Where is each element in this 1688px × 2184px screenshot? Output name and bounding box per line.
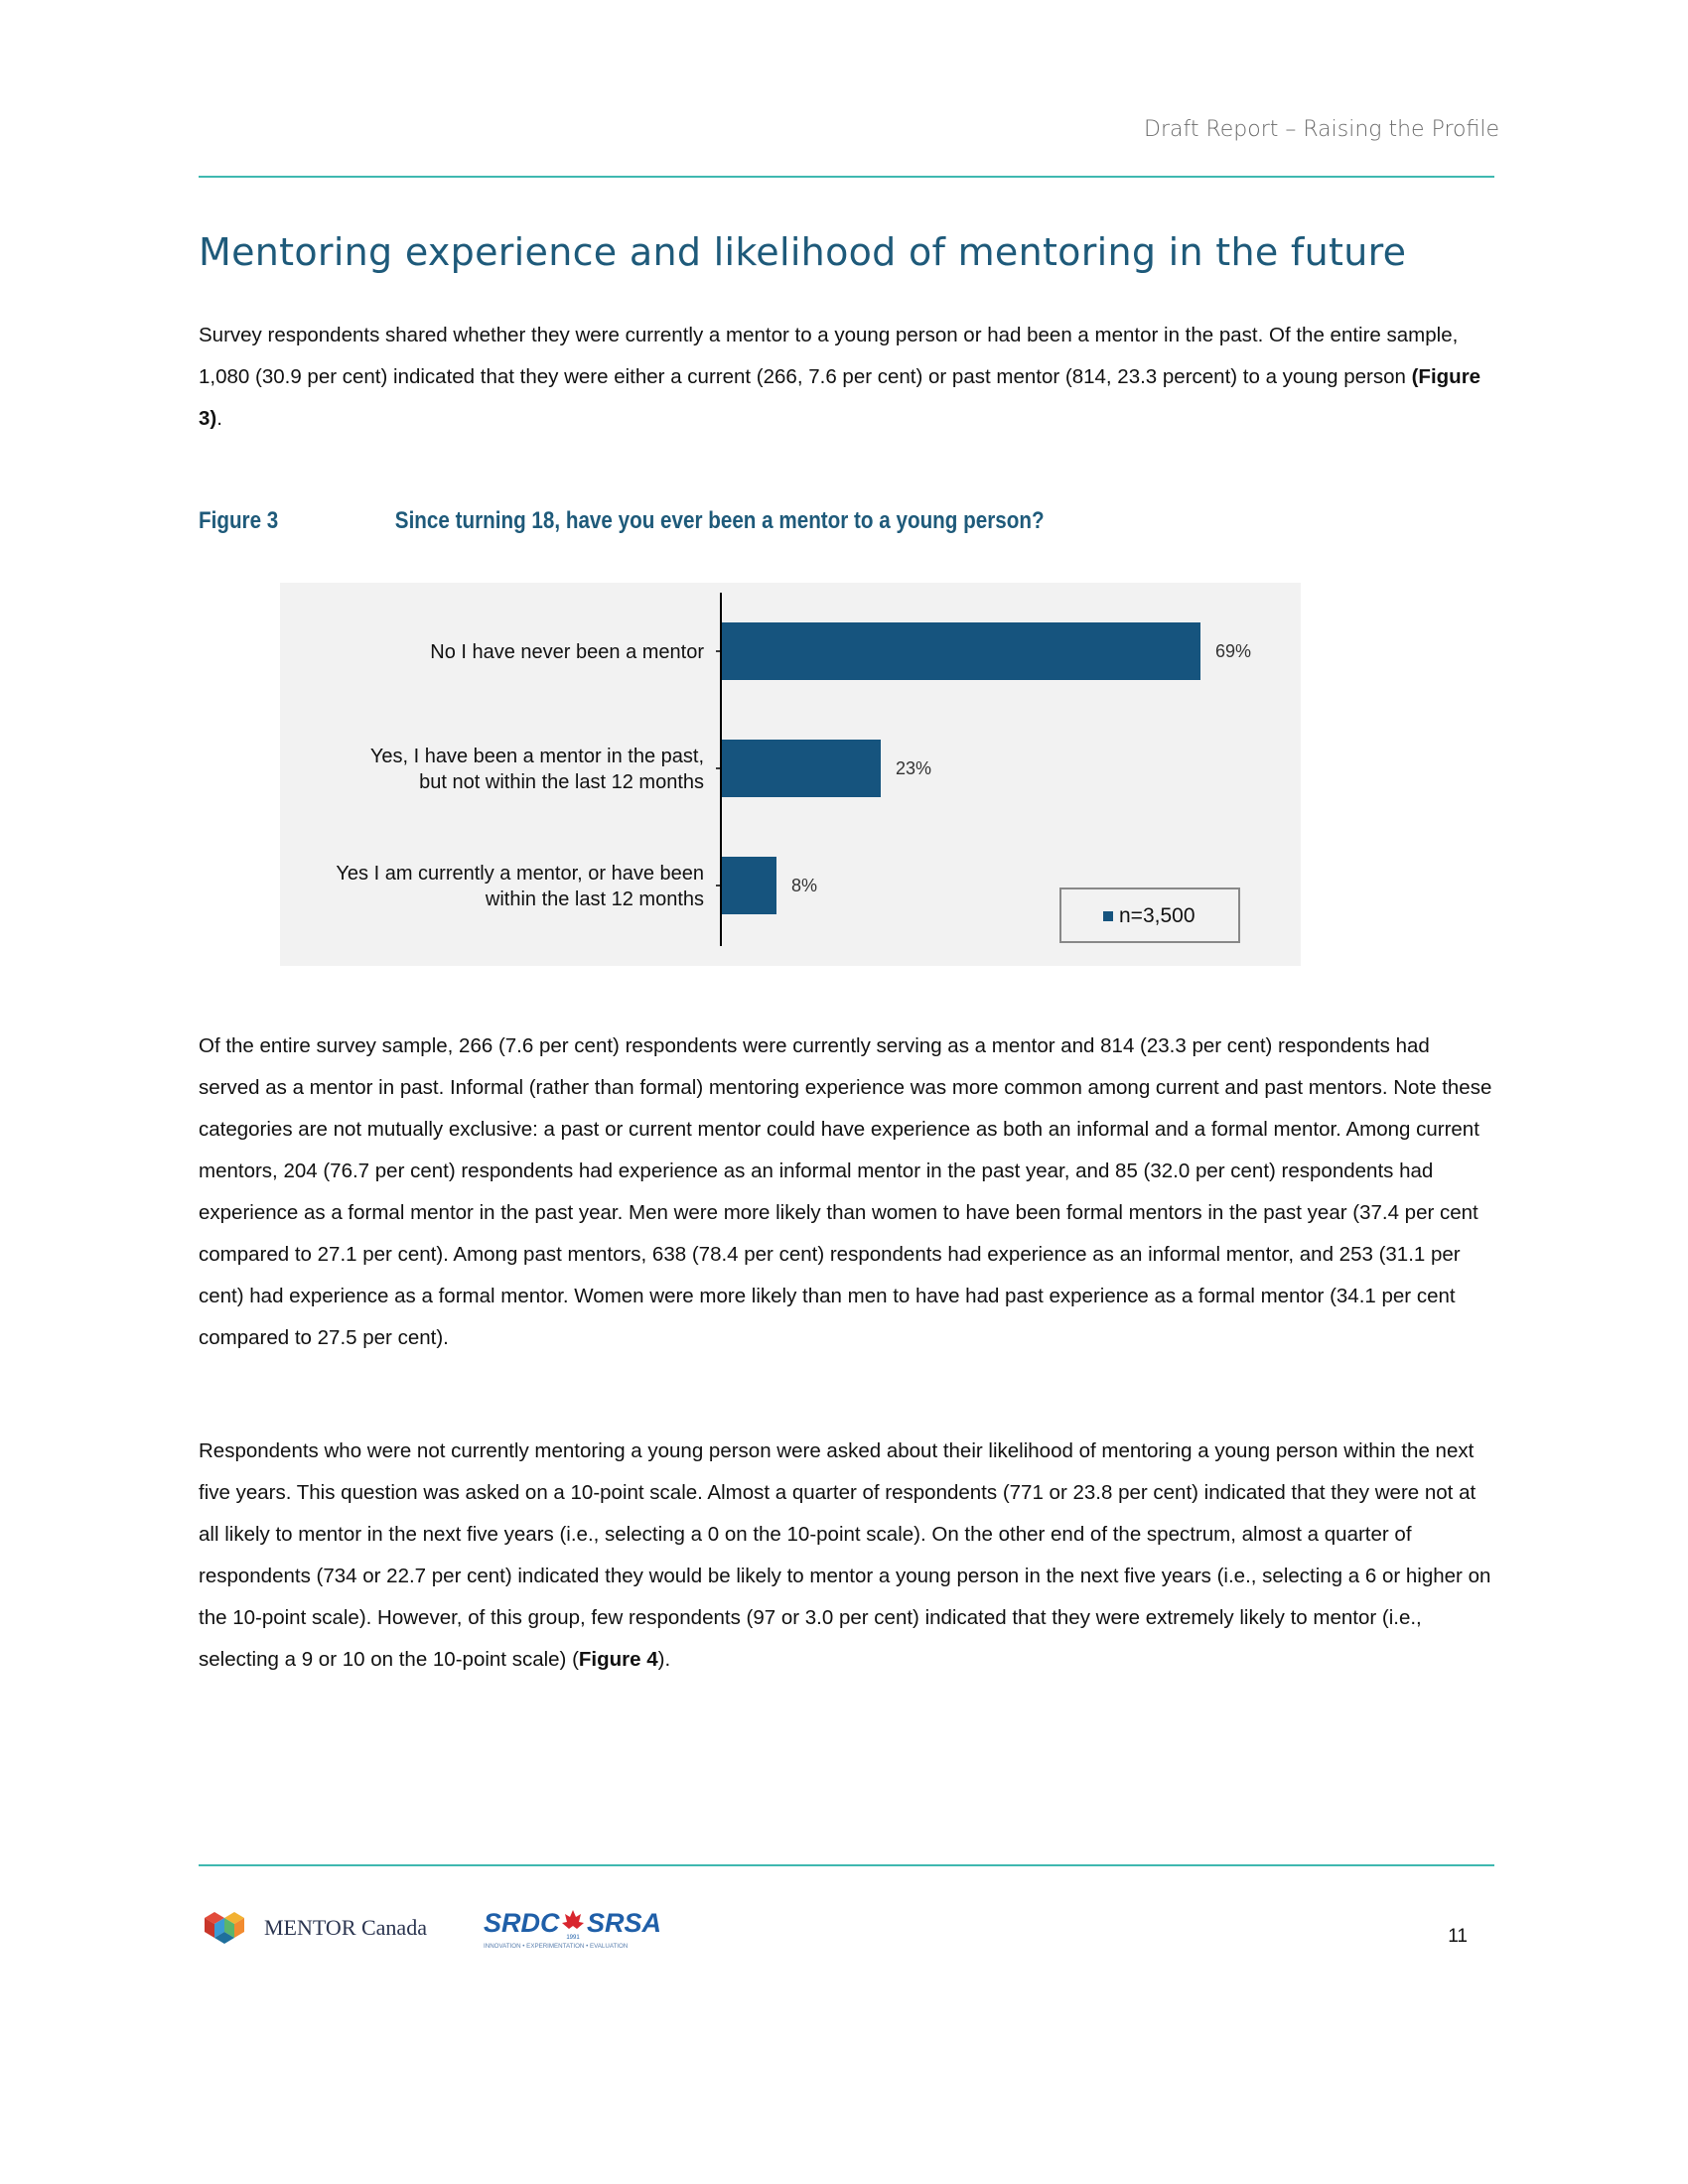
legend-label: n=3,500 [1119, 904, 1196, 927]
value-label-3: 8% [791, 876, 817, 895]
running-header: Draft Report – Raising the Profile [1144, 117, 1499, 142]
srsa-text: SRSA [587, 1908, 661, 1938]
mentor-canada-wordmark: MENTOR Canada [264, 1915, 427, 1940]
mentor-canada-logo: MENTOR Canada [199, 1906, 427, 1950]
experience-paragraph: Of the entire survey sample, 266 (7.6 pe… [199, 1034, 1492, 1349]
category-label-1: No I have never been a mentor [430, 641, 704, 663]
maple-leaf-icon [562, 1910, 584, 1929]
likelihood-paragraph-tail: ). [657, 1648, 671, 1671]
value-label-1: 69% [1215, 641, 1251, 661]
section-title: Mentoring experience and likelihood of m… [199, 230, 1407, 274]
category-label-2-line-1: Yes, I have been a mentor in the past, [370, 746, 704, 767]
category-label-3-line-1: Yes I am currently a mentor, or have bee… [336, 863, 704, 885]
legend-swatch [1103, 911, 1113, 921]
value-label-2: 23% [896, 758, 931, 778]
bar-chart: 69% No I have never been a mentor 23% Yes, … [336, 593, 1251, 946]
figure-caption: Figure 3 Since turning 18, have you ever … [199, 507, 1045, 535]
bar-3 [721, 857, 776, 914]
intro-paragraph-tail: . [216, 407, 222, 430]
bar-1 [721, 622, 1200, 680]
figure-4-reference: Figure 4 [578, 1648, 658, 1671]
header-rule [199, 176, 1494, 178]
srdc-tagline: INNOVATION • EXPERIMENTATION • EVALUATIO… [484, 1943, 628, 1950]
mentor-canada-mark-icon [205, 1912, 244, 1944]
page-number: 11 [1448, 1926, 1468, 1947]
category-label-3-line-2: within the last 12 months [485, 888, 704, 910]
srdc-since-text: 1991 [566, 1935, 580, 1941]
figure-label: Figure 3 [199, 507, 279, 534]
intro-paragraph: Survey respondents shared whether they w… [199, 315, 1494, 440]
likelihood-paragraph-text: Respondents who were not currently mento… [199, 1439, 1491, 1671]
legend-box [1059, 887, 1240, 943]
category-label-2-line-2: but not within the last 12 months [419, 771, 704, 793]
figure-3-reference: (Figure 3) [199, 365, 1481, 430]
likelihood-paragraph: Respondents who were not currently mento… [199, 1431, 1494, 1681]
intro-paragraph-text: Survey respondents shared whether they w… [199, 324, 1459, 388]
srdc-text: SRDC [484, 1908, 560, 1938]
bar-2 [721, 740, 881, 797]
footer: MENTOR Canada SRDC 1991 SRSA INNOVATION … [199, 1906, 1494, 1966]
figure-title: Since turning 18, have you ever been a m… [394, 507, 1045, 534]
srdc-srsa-logo: SRDC 1991 SRSA INNOVATION • EXPERIMENTAT… [484, 1902, 662, 1959]
chart-panel: 69% No I have never been a mentor 23% Yes, … [280, 583, 1301, 966]
footer-rule [199, 1864, 1494, 1866]
srdc-logo-icon: SRDC 1991 SRSA INNOVATION • EXPERIMENTAT… [484, 1908, 661, 1950]
